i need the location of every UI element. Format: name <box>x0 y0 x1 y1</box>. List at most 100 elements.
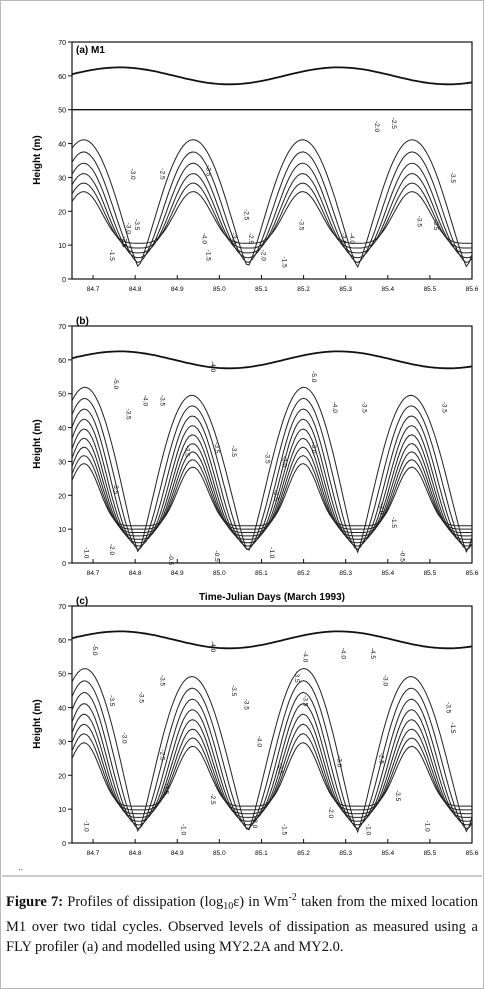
y-axis-label: Height (m) <box>32 699 43 748</box>
contour-label: -3.0 <box>129 168 136 180</box>
x-tick-label: 85.0 <box>213 570 226 577</box>
contour-label: -2.0 <box>373 121 380 133</box>
contour-line <box>71 418 473 544</box>
contour-line <box>71 723 473 815</box>
contour-label: -4.0 <box>331 402 338 414</box>
x-tick-label: 85.2 <box>297 850 310 857</box>
x-tick-label: 85.6 <box>466 850 479 857</box>
y-tick-label: 30 <box>58 739 66 746</box>
plot-frame <box>71 605 473 844</box>
y-axis-ticks: 0 10 20 30 40 50 60 70 <box>58 324 72 568</box>
contour-label: -3.5 <box>293 671 300 683</box>
panel-label: (a) M1 <box>76 45 105 56</box>
x-tick-label: 85.0 <box>213 286 226 293</box>
contour-label: -3.5 <box>137 692 144 704</box>
contour-label: -3.5 <box>230 685 237 697</box>
contour-label: -3.5 <box>415 216 422 228</box>
x-axis-ticks: 84.7 84.8 84.9 85.0 85.1 85.2 85.3 85.4 85.5 85.6 <box>87 839 479 857</box>
caption-text-2: ε) in Wm <box>233 894 289 910</box>
contour-label: -3.5 <box>302 695 309 707</box>
contour-label: -1.5 <box>390 517 397 529</box>
x-tick-label: 84.7 <box>87 850 100 857</box>
x-axis-label: Time-Julian Days (March 1993) <box>199 592 345 603</box>
contour-label: -3.5 <box>125 408 132 420</box>
x-tick-label: 85.6 <box>466 570 479 577</box>
contour-label: -4.0 <box>201 233 208 245</box>
contour-label: -2.5 <box>247 233 254 245</box>
contour-label: -3.5 <box>205 165 212 177</box>
contour-line <box>71 162 473 259</box>
contour-label: -1.0 <box>365 824 372 836</box>
x-tick-label: 84.9 <box>171 570 184 577</box>
x-tick-label: 85.5 <box>424 286 437 293</box>
contour-line <box>71 742 472 807</box>
free-surface-line <box>71 66 473 86</box>
contour-label: -2.5 <box>390 118 397 130</box>
contour-label: -3.5 <box>441 402 448 414</box>
x-tick-label: 85.5 <box>424 570 437 577</box>
contour-label: -1.5 <box>108 250 115 262</box>
x-tick-label: 84.8 <box>129 286 142 293</box>
contour-label: -1.0 <box>268 547 275 559</box>
contour-label: -3.5 <box>340 233 347 245</box>
contour-label: -2.5 <box>209 793 216 805</box>
x-tick-label: 84.7 <box>87 286 100 293</box>
contour-label: -1.0 <box>83 547 90 559</box>
contour-label: -3.0 <box>310 442 317 454</box>
contour-label: -2.5 <box>243 209 250 221</box>
contour-line <box>71 691 473 826</box>
contour-label: -4.5 <box>369 648 376 660</box>
y-tick-label: 0 <box>62 841 66 848</box>
contour-label: -2.5 <box>158 749 165 761</box>
contour-label: -3.0 <box>125 223 132 235</box>
x-tick-label: 85.2 <box>297 570 310 577</box>
y-tick-label: 30 <box>58 175 66 182</box>
y-tick-label: 10 <box>58 527 66 534</box>
contour-label: -2.0 <box>327 807 334 819</box>
y-tick-label: 0 <box>62 561 66 568</box>
contour-line <box>71 713 473 818</box>
contour-label: -3.5 <box>213 442 220 454</box>
x-tick-label: 85.3 <box>339 850 352 857</box>
y-tick-label: 50 <box>58 672 66 679</box>
panel-label: (b) <box>76 316 89 327</box>
contour-line <box>71 703 473 822</box>
x-tick-label: 84.9 <box>171 286 184 293</box>
y-tick-label: 70 <box>58 40 66 47</box>
plot-frame <box>71 325 473 564</box>
contour-label: -0.5 <box>213 551 220 563</box>
contour-line <box>71 172 473 254</box>
contour-label: -4.0 <box>209 361 216 373</box>
x-tick-label: 85.4 <box>381 850 394 857</box>
x-tick-label: 85.4 <box>381 286 394 293</box>
x-tick-label: 85.0 <box>213 850 226 857</box>
x-tick-label: 84.8 <box>129 850 142 857</box>
contour-label: -2.5 <box>377 753 384 765</box>
contour-line <box>71 463 472 527</box>
y-axis-ticks: 0 10 20 30 40 50 60 70 <box>58 40 72 284</box>
x-tick-label: 84.7 <box>87 570 100 577</box>
contour-label: -1.5 <box>281 257 288 269</box>
y-tick-label: 0 <box>62 277 66 284</box>
contour-lines <box>71 350 473 554</box>
y-axis-label: Height (m) <box>32 135 43 184</box>
contour-label: -1.0 <box>180 824 187 836</box>
caption-text-3: taken from the mixed location M1 over tw… <box>6 894 478 955</box>
contour-labels: -1.5-2.5-3.0 -3.5-3.0 -2.5 -3.5-4.0-1.5-3.0… <box>108 118 456 268</box>
free-surface-line <box>71 630 473 650</box>
contour-line <box>71 408 473 547</box>
x-tick-label: 85.6 <box>466 286 479 293</box>
stray-mark: .. <box>18 862 24 872</box>
contour-label: -3.5 <box>230 446 237 458</box>
x-tick-label: 85.5 <box>424 850 437 857</box>
contour-labels: -5.0 -4.0 -4.0 -4.0 -4.5 -3.5 -3.5 -3.5 -3.0 -2.5… <box>83 641 456 835</box>
contour-label: -2.5 <box>272 490 279 502</box>
x-tick-label: 85.1 <box>255 570 268 577</box>
contour-line <box>71 680 473 830</box>
x-tick-label: 85.4 <box>381 570 394 577</box>
contour-label: -4.0 <box>255 736 262 748</box>
x-tick-label: 84.8 <box>129 570 142 577</box>
caption-text-1: Profiles of dissipation (log <box>63 894 224 910</box>
